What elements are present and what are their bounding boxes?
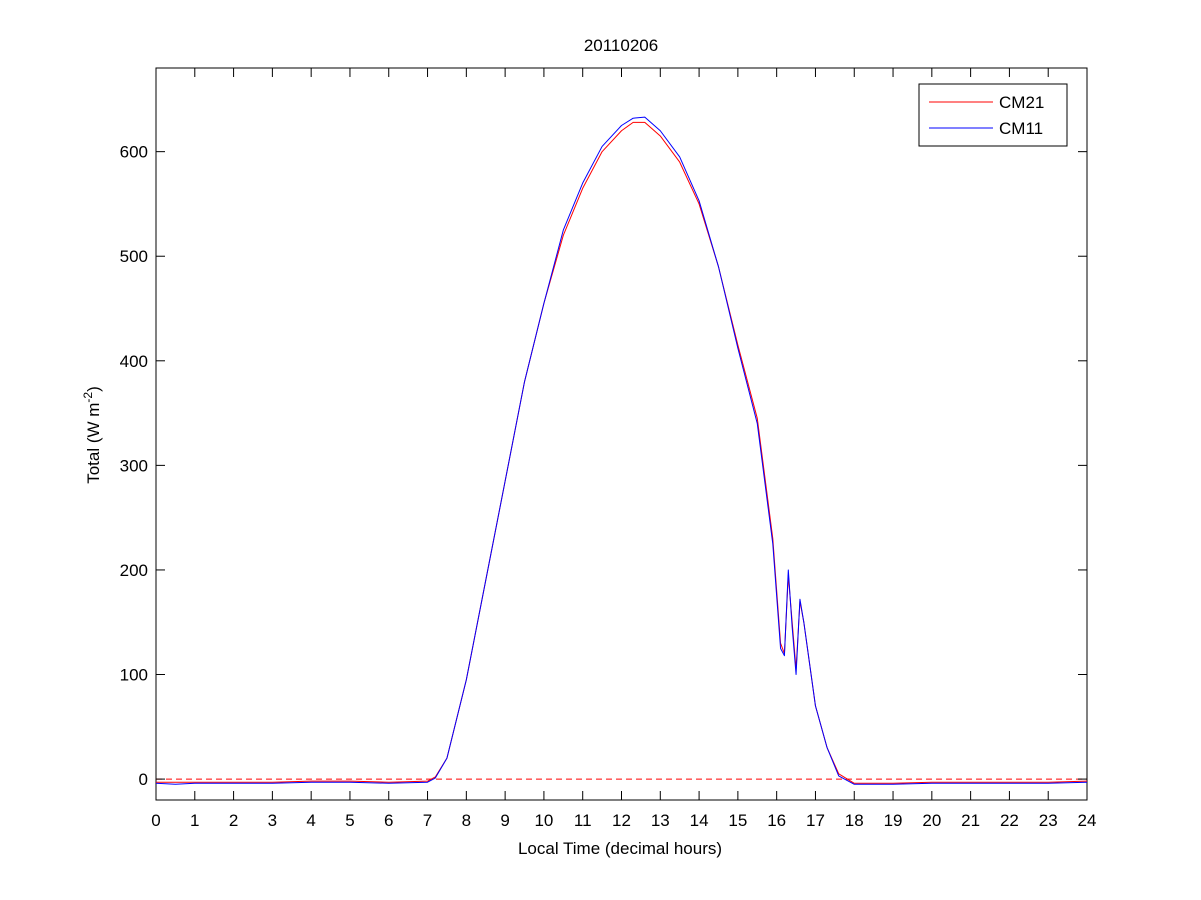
x-tick-label: 14 [690,811,709,830]
y-tick-label: 500 [120,247,148,266]
y-axis-label-close: ) [84,386,103,392]
x-tick-label: 6 [384,811,393,830]
series-line-cm21 [156,121,1088,784]
y-axis-label-exponent: -2 [81,392,95,403]
legend-label-cm21: CM21 [999,93,1044,112]
x-tick-label: 0 [151,811,160,830]
y-tick-label: 100 [120,666,148,685]
x-axis-label: Local Time (decimal hours) [518,839,722,858]
x-tick-label: 3 [268,811,277,830]
x-tick-label: 15 [728,811,747,830]
x-tick-label: 21 [961,811,980,830]
y-tick-label: 300 [120,456,148,475]
x-tick-label: 1 [190,811,199,830]
y-tick-label: 600 [120,143,148,162]
x-tick-label: 19 [884,811,903,830]
x-tick-label: 7 [423,811,432,830]
chart-title: 20110206 [584,36,658,55]
x-tick-label: 13 [651,811,670,830]
y-axis-label: Total (W m-2) [81,386,103,484]
x-tick-label: 4 [306,811,315,830]
x-tick-label: 9 [500,811,509,830]
y-tick-label: 0 [139,770,148,789]
x-tick-label: 5 [345,811,354,830]
y-tick-label: 400 [120,352,148,371]
x-tick-label: 8 [462,811,471,830]
x-tick-label: 23 [1039,811,1058,830]
x-tick-label: 12 [612,811,631,830]
series-line-cm11 [155,116,1088,785]
x-tick-label: 16 [767,811,786,830]
x-tick-label: 18 [845,811,864,830]
plot-area [155,67,1088,801]
x-tick-label: 10 [534,811,553,830]
x-tick-label: 11 [574,811,592,830]
legend: CM21 CM11 [918,83,1068,147]
legend-label-cm11: CM11 [999,119,1043,138]
x-tick-label: 22 [1000,811,1019,830]
x-tick-label: 17 [806,811,825,830]
x-tick-label: 24 [1078,811,1097,830]
y-axis-label-main: Total (W m [84,403,103,484]
x-tick-label: 20 [922,811,941,830]
y-tick-label: 200 [120,561,148,580]
x-tick-label: 2 [229,811,238,830]
legend-box [918,83,1068,147]
